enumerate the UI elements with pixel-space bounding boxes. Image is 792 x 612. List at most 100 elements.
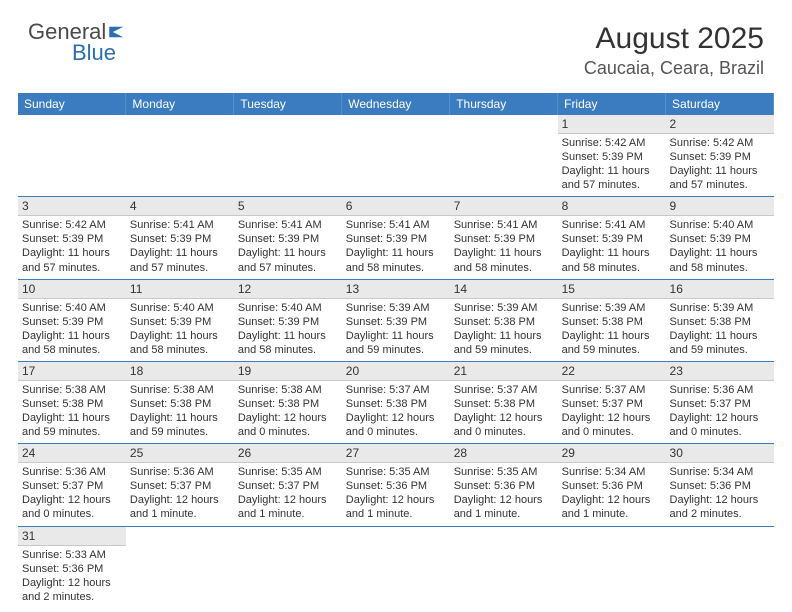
sunset-text: Sunset: 5:39 PM — [22, 315, 122, 329]
daylight-text: Daylight: 11 hours and 57 minutes. — [130, 246, 230, 274]
day-number: 30 — [666, 444, 774, 463]
daylight-text: Daylight: 11 hours and 58 minutes. — [238, 329, 338, 357]
calendar-cell: 14Sunrise: 5:39 AMSunset: 5:38 PMDayligh… — [450, 279, 558, 361]
sunset-text: Sunset: 5:38 PM — [562, 315, 662, 329]
sunset-text: Sunset: 5:37 PM — [562, 397, 662, 411]
day-number: 31 — [18, 527, 126, 546]
calendar-cell: 15Sunrise: 5:39 AMSunset: 5:38 PMDayligh… — [558, 279, 666, 361]
sunset-text: Sunset: 5:36 PM — [454, 479, 554, 493]
daylight-text: Daylight: 11 hours and 57 minutes. — [238, 246, 338, 274]
calendar-table: SundayMondayTuesdayWednesdayThursdayFrid… — [18, 93, 774, 608]
sunrise-text: Sunrise: 5:41 AM — [238, 218, 338, 232]
calendar-cell: 5Sunrise: 5:41 AMSunset: 5:39 PMDaylight… — [234, 197, 342, 279]
title-block: August 2025 Caucaia, Ceara, Brazil — [584, 22, 764, 79]
day-details: Sunrise: 5:36 AMSunset: 5:37 PMDaylight:… — [126, 463, 234, 525]
day-number: 25 — [126, 444, 234, 463]
sunrise-text: Sunrise: 5:40 AM — [22, 301, 122, 315]
day-details: Sunrise: 5:40 AMSunset: 5:39 PMDaylight:… — [234, 299, 342, 361]
calendar-cell: 3Sunrise: 5:42 AMSunset: 5:39 PMDaylight… — [18, 197, 126, 279]
sunrise-text: Sunrise: 5:39 AM — [346, 301, 446, 315]
sunset-text: Sunset: 5:39 PM — [562, 150, 662, 164]
day-details: Sunrise: 5:42 AMSunset: 5:39 PMDaylight:… — [666, 134, 774, 196]
sunset-text: Sunset: 5:37 PM — [22, 479, 122, 493]
day-details: Sunrise: 5:38 AMSunset: 5:38 PMDaylight:… — [234, 381, 342, 443]
calendar-cell: 9Sunrise: 5:40 AMSunset: 5:39 PMDaylight… — [666, 197, 774, 279]
day-details: Sunrise: 5:33 AMSunset: 5:36 PMDaylight:… — [18, 546, 126, 608]
sunrise-text: Sunrise: 5:35 AM — [238, 465, 338, 479]
day-details: Sunrise: 5:39 AMSunset: 5:39 PMDaylight:… — [342, 299, 450, 361]
sunset-text: Sunset: 5:39 PM — [346, 315, 446, 329]
sunrise-text: Sunrise: 5:33 AM — [22, 548, 122, 562]
calendar-cell — [450, 526, 558, 608]
calendar-cell — [342, 526, 450, 608]
calendar-cell: 29Sunrise: 5:34 AMSunset: 5:36 PMDayligh… — [558, 444, 666, 526]
calendar-cell: 13Sunrise: 5:39 AMSunset: 5:39 PMDayligh… — [342, 279, 450, 361]
sunrise-text: Sunrise: 5:39 AM — [562, 301, 662, 315]
daylight-text: Daylight: 12 hours and 1 minute. — [130, 493, 230, 521]
sunset-text: Sunset: 5:39 PM — [130, 232, 230, 246]
calendar-cell: 7Sunrise: 5:41 AMSunset: 5:39 PMDaylight… — [450, 197, 558, 279]
day-details: Sunrise: 5:34 AMSunset: 5:36 PMDaylight:… — [558, 463, 666, 525]
sunrise-text: Sunrise: 5:35 AM — [346, 465, 446, 479]
day-details: Sunrise: 5:39 AMSunset: 5:38 PMDaylight:… — [666, 299, 774, 361]
location-subtitle: Caucaia, Ceara, Brazil — [584, 58, 764, 79]
sunset-text: Sunset: 5:38 PM — [454, 397, 554, 411]
sunrise-text: Sunrise: 5:40 AM — [670, 218, 770, 232]
sunset-text: Sunset: 5:36 PM — [22, 562, 122, 576]
day-number: 28 — [450, 444, 558, 463]
month-title: August 2025 — [584, 22, 764, 56]
sunrise-text: Sunrise: 5:35 AM — [454, 465, 554, 479]
calendar-cell — [126, 526, 234, 608]
day-details: Sunrise: 5:41 AMSunset: 5:39 PMDaylight:… — [558, 216, 666, 278]
calendar-cell: 21Sunrise: 5:37 AMSunset: 5:38 PMDayligh… — [450, 361, 558, 443]
calendar-cell: 31Sunrise: 5:33 AMSunset: 5:36 PMDayligh… — [18, 526, 126, 608]
day-number: 29 — [558, 444, 666, 463]
day-header: Thursday — [450, 93, 558, 115]
sunset-text: Sunset: 5:38 PM — [22, 397, 122, 411]
daylight-text: Daylight: 12 hours and 1 minute. — [346, 493, 446, 521]
day-number: 15 — [558, 280, 666, 299]
day-details: Sunrise: 5:37 AMSunset: 5:38 PMDaylight:… — [342, 381, 450, 443]
sunrise-text: Sunrise: 5:42 AM — [670, 136, 770, 150]
day-number: 14 — [450, 280, 558, 299]
calendar-cell: 16Sunrise: 5:39 AMSunset: 5:38 PMDayligh… — [666, 279, 774, 361]
sunset-text: Sunset: 5:37 PM — [130, 479, 230, 493]
day-details: Sunrise: 5:40 AMSunset: 5:39 PMDaylight:… — [18, 299, 126, 361]
sunset-text: Sunset: 5:39 PM — [22, 232, 122, 246]
day-number: 1 — [558, 115, 666, 134]
daylight-text: Daylight: 11 hours and 58 minutes. — [22, 329, 122, 357]
daylight-text: Daylight: 12 hours and 0 minutes. — [238, 411, 338, 439]
logo: GeneralBlue — [28, 22, 128, 64]
page-header: GeneralBlue August 2025 Caucaia, Ceara, … — [0, 0, 792, 87]
day-details: Sunrise: 5:36 AMSunset: 5:37 PMDaylight:… — [18, 463, 126, 525]
daylight-text: Daylight: 12 hours and 1 minute. — [562, 493, 662, 521]
daylight-text: Daylight: 11 hours and 58 minutes. — [130, 329, 230, 357]
day-number: 19 — [234, 362, 342, 381]
sunset-text: Sunset: 5:39 PM — [346, 232, 446, 246]
sunset-text: Sunset: 5:36 PM — [346, 479, 446, 493]
day-details: Sunrise: 5:35 AMSunset: 5:37 PMDaylight:… — [234, 463, 342, 525]
day-number: 27 — [342, 444, 450, 463]
daylight-text: Daylight: 11 hours and 58 minutes. — [670, 246, 770, 274]
sunrise-text: Sunrise: 5:34 AM — [562, 465, 662, 479]
day-details: Sunrise: 5:39 AMSunset: 5:38 PMDaylight:… — [558, 299, 666, 361]
sunset-text: Sunset: 5:39 PM — [130, 315, 230, 329]
day-details: Sunrise: 5:35 AMSunset: 5:36 PMDaylight:… — [450, 463, 558, 525]
logo-text-2: Blue — [26, 40, 116, 65]
daylight-text: Daylight: 11 hours and 57 minutes. — [670, 164, 770, 192]
day-details: Sunrise: 5:40 AMSunset: 5:39 PMDaylight:… — [126, 299, 234, 361]
daylight-text: Daylight: 11 hours and 59 minutes. — [454, 329, 554, 357]
sunrise-text: Sunrise: 5:40 AM — [238, 301, 338, 315]
day-header: Tuesday — [234, 93, 342, 115]
daylight-text: Daylight: 11 hours and 58 minutes. — [346, 246, 446, 274]
sunrise-text: Sunrise: 5:39 AM — [454, 301, 554, 315]
sunrise-text: Sunrise: 5:41 AM — [562, 218, 662, 232]
day-header: Friday — [558, 93, 666, 115]
daylight-text: Daylight: 12 hours and 2 minutes. — [670, 493, 770, 521]
daylight-text: Daylight: 12 hours and 1 minute. — [238, 493, 338, 521]
sunrise-text: Sunrise: 5:40 AM — [130, 301, 230, 315]
sunset-text: Sunset: 5:38 PM — [346, 397, 446, 411]
daylight-text: Daylight: 11 hours and 58 minutes. — [454, 246, 554, 274]
calendar-cell: 6Sunrise: 5:41 AMSunset: 5:39 PMDaylight… — [342, 197, 450, 279]
day-number: 6 — [342, 197, 450, 216]
